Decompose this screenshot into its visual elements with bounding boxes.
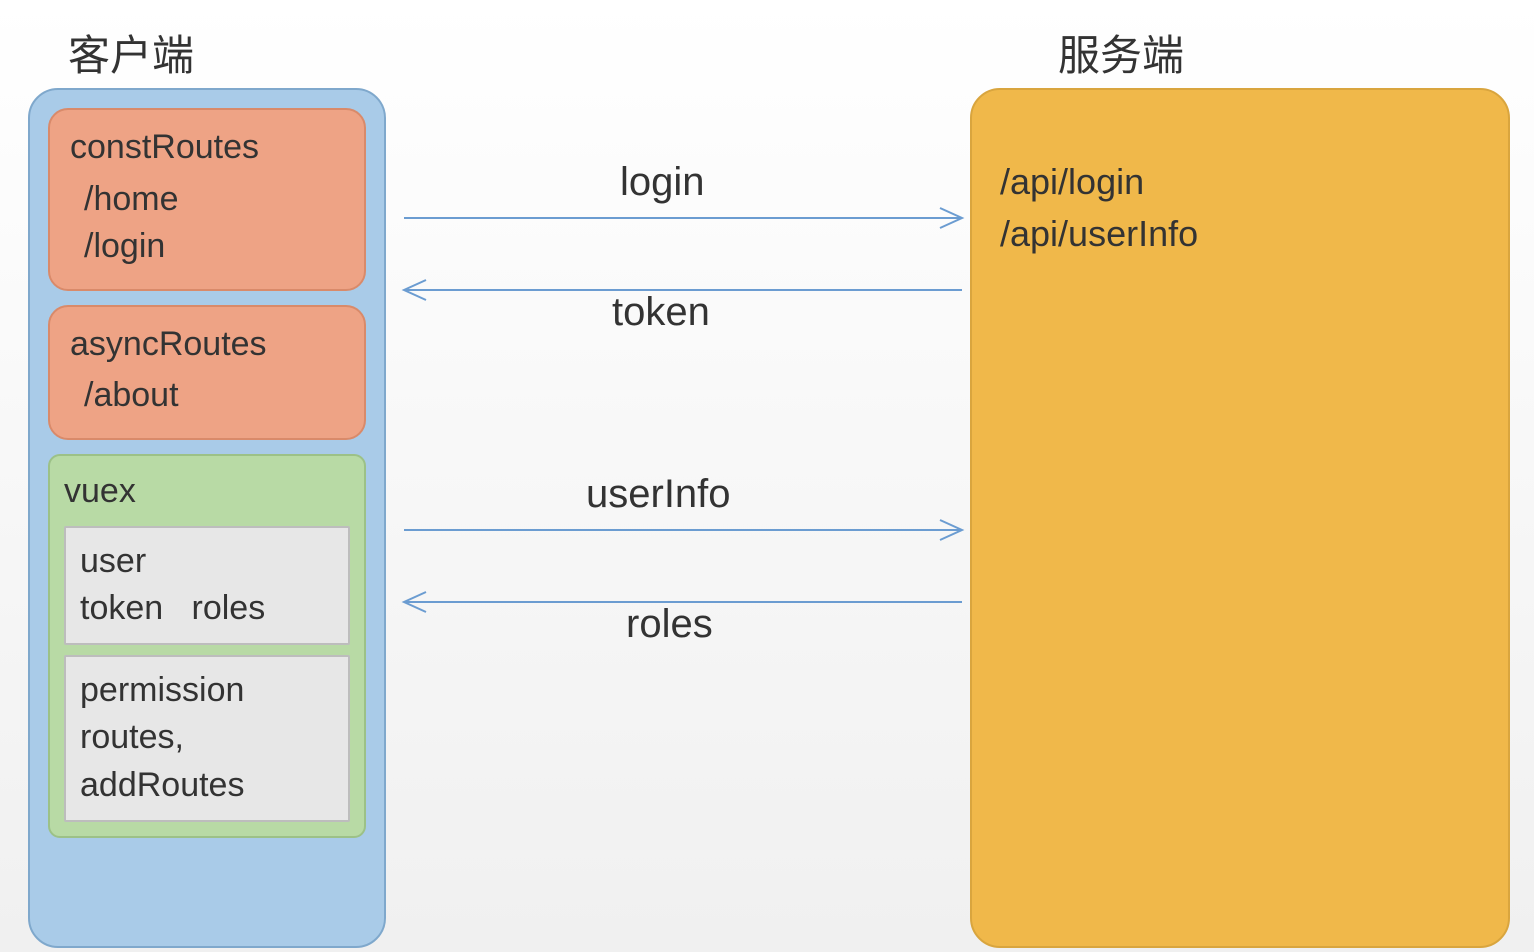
async-routes-label: asyncRoutes — [70, 321, 344, 369]
arrow-label-login: login — [620, 160, 705, 205]
arrow-label-userInfo: userInfo — [586, 472, 731, 517]
vuex-permission-text: permission routes, addRoutes — [80, 667, 334, 810]
arrow-label-token: token — [612, 290, 710, 335]
async-routes-items: /about — [70, 368, 344, 420]
arrow-head-0 — [940, 208, 962, 228]
const-routes-items: /home /login — [70, 172, 344, 271]
const-routes-box: constRoutes /home /login — [48, 108, 366, 291]
vuex-label: vuex — [64, 468, 350, 516]
server-panel: /api/login /api/userInfo — [970, 88, 1510, 948]
vuex-permission-box: permission routes, addRoutes — [64, 655, 350, 822]
vuex-user-text: user token roles — [80, 538, 334, 633]
const-routes-label: constRoutes — [70, 124, 344, 172]
client-title: 客户端 — [68, 22, 194, 83]
arrow-head-3 — [404, 592, 426, 612]
vuex-box: vuex user token roles permission routes,… — [48, 454, 366, 838]
async-routes-box: asyncRoutes /about — [48, 305, 366, 440]
server-title: 服务端 — [1058, 22, 1184, 83]
vuex-user-box: user token roles — [64, 526, 350, 645]
client-panel: constRoutes /home /login asyncRoutes /ab… — [28, 88, 386, 948]
arrow-label-roles: roles — [626, 602, 713, 647]
arrow-head-1 — [404, 280, 426, 300]
server-apis: /api/login /api/userInfo — [1000, 112, 1480, 260]
arrow-head-2 — [940, 520, 962, 540]
